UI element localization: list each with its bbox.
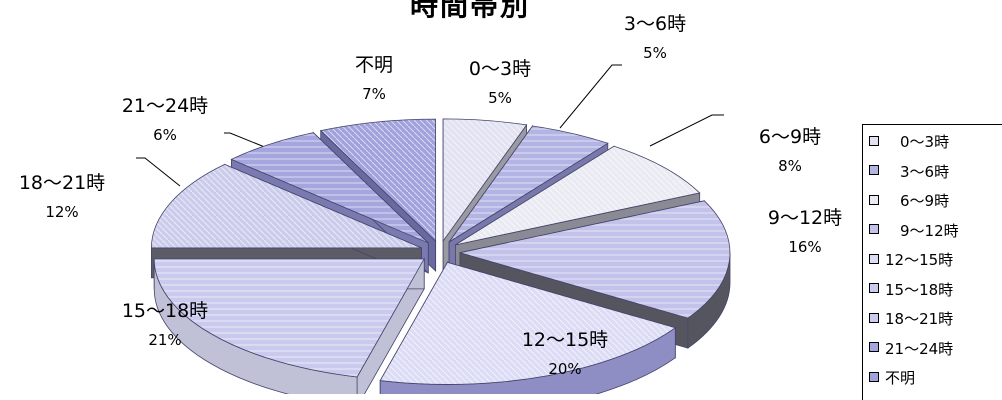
- slice-label-9-12: 9～12時 16%: [735, 207, 875, 257]
- slice-label-name-15-18: 15～18時: [95, 300, 235, 322]
- legend-swatch-15-18: [869, 283, 879, 293]
- slice-label-18-21: 18～21時 12%: [0, 172, 132, 222]
- legend-label-3-6: 3～6時: [885, 163, 949, 181]
- legend-label-0-3: 0～3時: [885, 133, 949, 151]
- legend-swatch-3-6: [869, 165, 879, 175]
- leader-line-6-9: [650, 115, 724, 146]
- legend-label-21-24: 21～24時: [885, 340, 953, 358]
- slice-label-percent-9-12: 16%: [735, 237, 875, 257]
- legend-label-18-21: 18～21時: [885, 310, 953, 328]
- legend-item-0-3: 0～3時: [869, 129, 949, 155]
- legend-item-21-24: 21～24時: [869, 336, 953, 362]
- slice-label-21-24: 21～24時 6%: [95, 95, 235, 145]
- slice-label-percent-0-3: 5%: [430, 88, 570, 108]
- slice-label-unknown: 不明 7%: [304, 54, 444, 104]
- slice-label-6-9: 6～9時 8%: [720, 126, 860, 176]
- slice-label-percent-18-21: 12%: [0, 202, 132, 222]
- legend-item-6-9: 6～9時: [869, 188, 949, 214]
- leader-line-18-21: [136, 158, 180, 186]
- legend-swatch-0-3: [869, 136, 879, 146]
- slice-label-percent-3-6: 5%: [585, 43, 725, 63]
- legend-label-9-12: 9～12時: [885, 222, 959, 240]
- slice-label-percent-unknown: 7%: [304, 84, 444, 104]
- slice-label-name-9-12: 9～12時: [735, 207, 875, 229]
- legend-label-12-15: 12～15時: [885, 251, 953, 269]
- legend-item-9-12: 9～12時: [869, 218, 959, 244]
- slice-label-percent-12-15: 20%: [495, 359, 635, 379]
- legend-swatch-18-21: [869, 313, 879, 323]
- slice-label-name-18-21: 18～21時: [0, 172, 132, 194]
- slice-label-3-6: 3～6時 5%: [585, 13, 725, 63]
- legend-item-unknown: 不明: [869, 365, 915, 391]
- slice-label-percent-6-9: 8%: [720, 156, 860, 176]
- legend: 0～3時 3～6時 6～9時 9～12時 12～15時 15～18時 18～21時 21…: [862, 124, 1002, 400]
- legend-item-18-21: 18～21時: [869, 306, 953, 332]
- slice-label-name-6-9: 6～9時: [720, 126, 860, 148]
- legend-label-unknown: 不明: [885, 369, 915, 387]
- legend-label-15-18: 15～18時: [885, 281, 953, 299]
- legend-item-3-6: 3～6時: [869, 159, 949, 185]
- slice-label-name-3-6: 3～6時: [585, 13, 725, 35]
- slice-label-15-18: 15～18時 21%: [95, 300, 235, 350]
- pie-slices: [151, 119, 730, 394]
- legend-swatch-12-15: [869, 254, 879, 264]
- legend-swatch-9-12: [869, 224, 879, 234]
- legend-swatch-21-24: [869, 342, 879, 352]
- slice-label-name-unknown: 不明: [304, 54, 444, 76]
- legend-item-12-15: 12～15時: [869, 247, 953, 273]
- slice-label-0-3: 0～3時 5%: [430, 58, 570, 108]
- legend-swatch-6-9: [869, 195, 879, 205]
- slice-label-name-12-15: 12～15時: [495, 329, 635, 351]
- slice-label-12-15: 12～15時 20%: [495, 329, 635, 379]
- slice-label-name-21-24: 21～24時: [95, 95, 235, 117]
- slice-label-percent-15-18: 21%: [95, 330, 235, 350]
- slice-label-name-0-3: 0～3時: [430, 58, 570, 80]
- legend-item-15-18: 15～18時: [869, 277, 953, 303]
- legend-label-6-9: 6～9時: [885, 192, 949, 210]
- slice-label-percent-21-24: 6%: [95, 125, 235, 145]
- legend-swatch-unknown: [869, 372, 879, 382]
